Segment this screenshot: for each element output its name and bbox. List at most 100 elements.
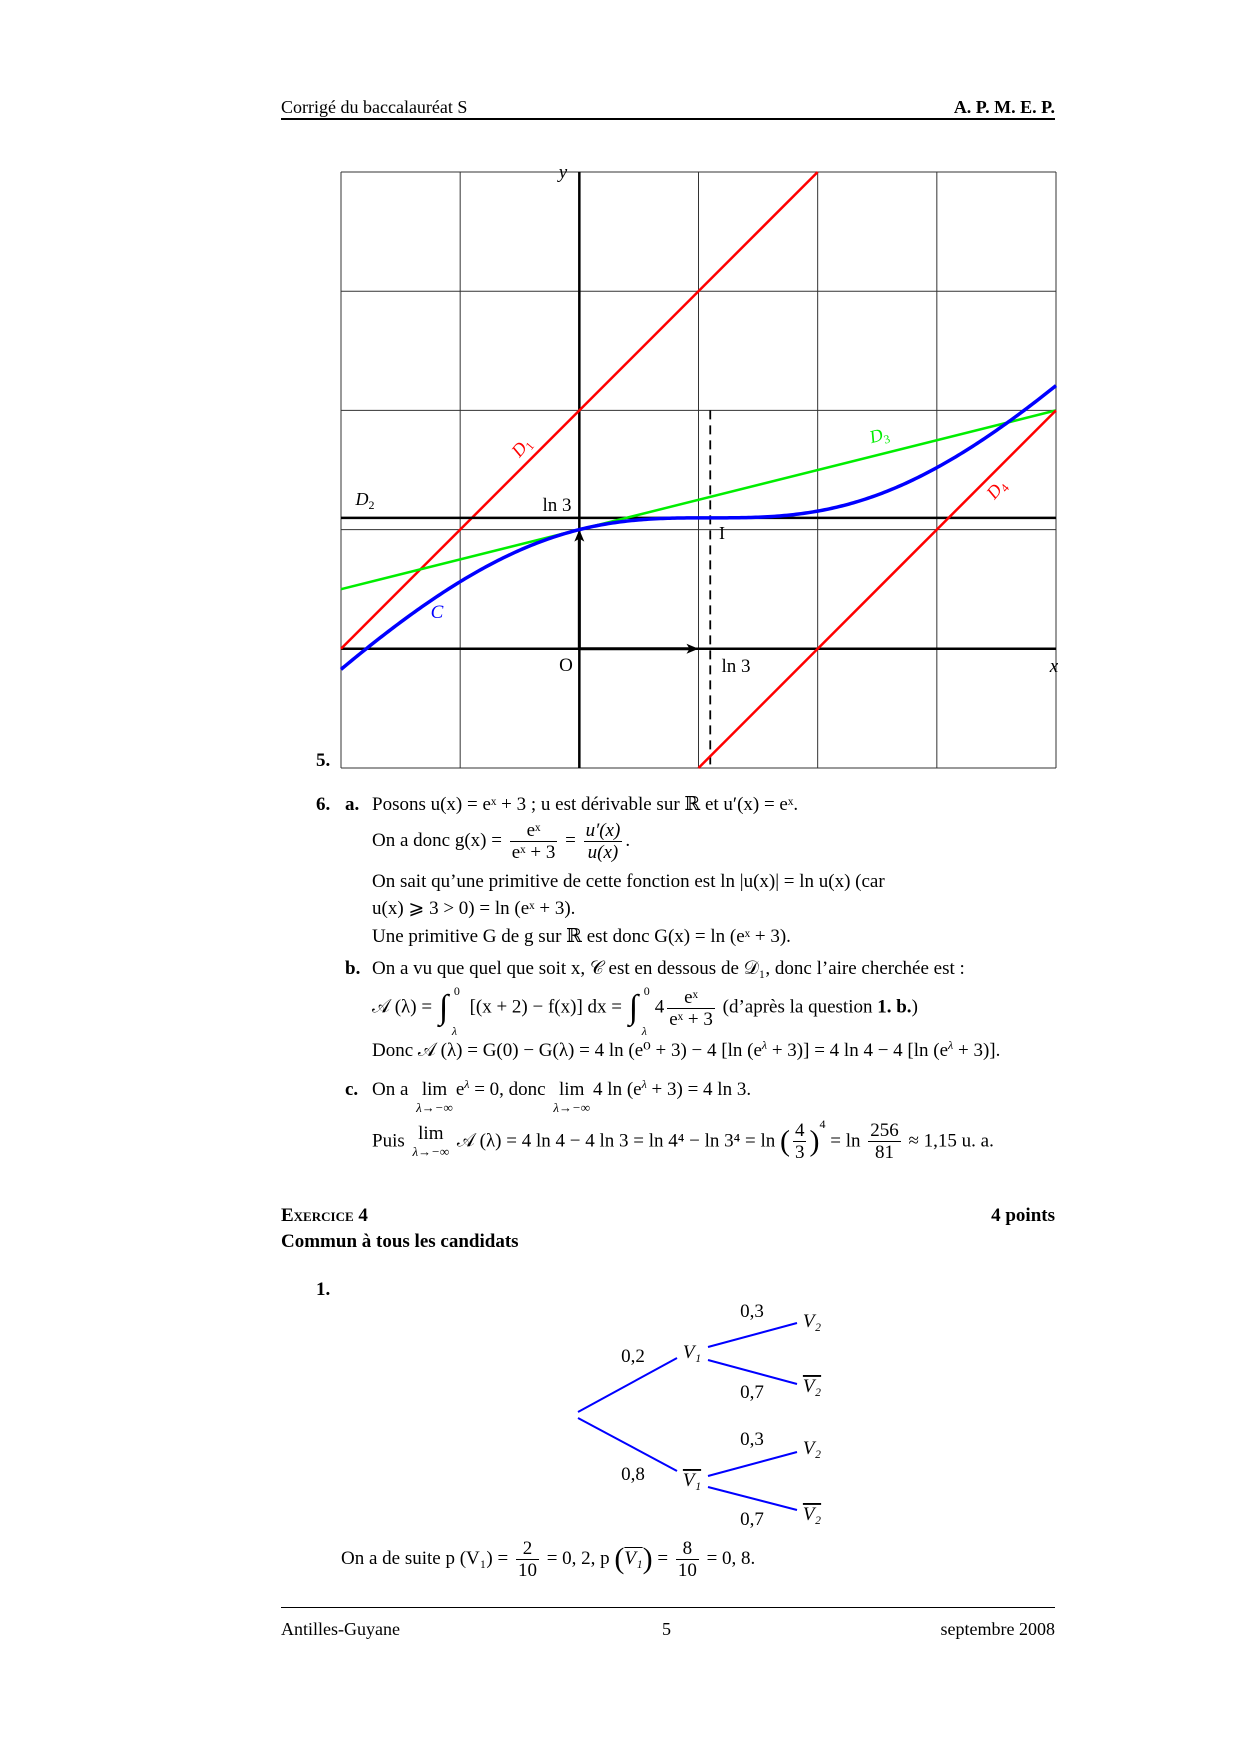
arrow-i-icon <box>686 643 699 654</box>
numerator: eˣ <box>667 987 715 1009</box>
line-d4 <box>697 409 1057 769</box>
text: = 0, 2, p <box>546 1547 610 1569</box>
line-d3 <box>340 409 1057 591</box>
denominator: 81 <box>874 1142 894 1163</box>
header-rule <box>281 118 1055 120</box>
x-axis-label: x <box>1049 656 1059 677</box>
prob-v1bar: 0,8 <box>621 1464 645 1485</box>
branch-v1-v2bar <box>707 1359 798 1385</box>
text: = 0, donc <box>469 1079 546 1100</box>
question-number-1: 1. <box>316 1279 331 1300</box>
text: Puis <box>372 1130 405 1152</box>
integral-sign: ∫ 0 λ <box>438 984 463 1038</box>
area-expression: 𝒜 (λ) = <box>372 996 433 1018</box>
fraction: eˣ eˣ + 3 <box>509 820 558 863</box>
text: = <box>657 1547 669 1569</box>
ln3-y-label: ln 3 <box>542 495 571 516</box>
inflection-point-label: I <box>719 523 725 543</box>
denominator: 3 <box>794 1142 805 1163</box>
fraction: 256 81 <box>868 1120 901 1163</box>
left-paren: ( <box>614 1541 625 1575</box>
q6b-line3: Donc 𝒜 (λ) = G(0) − G(λ) = 4 ln (e⁰ + 3)… <box>372 1038 1001 1062</box>
q6a-line5: Une primitive G de g sur ℝ est donc G(x)… <box>372 926 791 947</box>
exponent: 4 <box>819 1116 826 1131</box>
integral-sign: ∫ 0 λ <box>628 984 653 1038</box>
branch-v1 <box>577 1357 678 1413</box>
reference-text: (d’après la question <box>717 996 878 1018</box>
numerator: 4 <box>792 1120 807 1142</box>
numerator: 2 <box>515 1538 539 1560</box>
limit: lim λ→−∞ <box>553 1079 590 1115</box>
fraction: 8 10 <box>675 1538 699 1581</box>
text: Donc 𝒜 (λ) = G(0) − G(λ) = 4 ln (e⁰ + 3)… <box>372 1040 762 1061</box>
denominator: u(x) <box>587 842 619 863</box>
curve-c <box>339 384 1058 671</box>
lim-sub: λ→−∞ <box>416 1100 453 1115</box>
fraction: 2 10 <box>515 1538 539 1581</box>
numerator: u′(x) <box>583 820 623 842</box>
exponent: λ <box>948 1038 954 1052</box>
graph-lines <box>339 171 1058 769</box>
lim: lim <box>418 1122 444 1144</box>
fraction: eˣ eˣ + 3 <box>667 987 715 1030</box>
q6a-line2: On a donc g(x) = eˣ eˣ + 3 = u′(x) u(x). <box>372 820 630 863</box>
origin-label: O <box>559 655 573 676</box>
branch-v1bar-v2 <box>707 1451 798 1477</box>
lim: lim <box>421 1079 448 1100</box>
integral-upper: 0 <box>453 984 460 998</box>
text: + 3)]. <box>953 1040 1001 1061</box>
function-graph: y x O ln 3 ln 3 I D1 D2 D3 D4 C <box>339 162 1059 769</box>
curve-c-label: C <box>431 602 444 623</box>
prob-v2bar-given-v1bar: 0,7 <box>740 1509 764 1530</box>
limit: lim λ→−∞ <box>416 1079 453 1115</box>
text: e <box>455 1079 465 1100</box>
coefficient: 4 <box>654 996 665 1018</box>
integral-lower: λ <box>451 1024 458 1038</box>
integrand: [(x + 2) − f(x)] dx = <box>469 996 622 1018</box>
header-apmep: A. P. M. E. P. <box>953 97 1055 117</box>
node-v2bar: V₂ <box>803 1504 822 1525</box>
lim-sub: λ→−∞ <box>553 1100 591 1115</box>
footer-left: Antilles-Guyane <box>281 1619 400 1639</box>
text: = 0, 8. <box>706 1547 756 1569</box>
node-v1: V₁ <box>683 1342 701 1363</box>
integral-symbol: ∫ <box>628 989 639 1026</box>
denominator: eˣ + 3 <box>511 842 556 863</box>
exercise-title: Exercice 4 <box>281 1205 368 1226</box>
equals: = <box>565 829 576 851</box>
integral-upper: 0 <box>643 984 650 998</box>
reference-question: 1. b. <box>877 996 912 1018</box>
arrow-j-icon <box>574 529 585 542</box>
limit: lim λ→−∞ <box>413 1123 450 1159</box>
text: 4 ln (e <box>593 1079 642 1100</box>
prob-v2bar-given-v1: 0,7 <box>740 1382 764 1403</box>
part-c-label: c. <box>345 1079 359 1100</box>
branch-v1bar-v2bar <box>707 1486 798 1511</box>
text: = ln <box>830 1130 861 1152</box>
q6a-line1: Posons u(x) = eˣ + 3 ; u est dérivable s… <box>372 794 799 815</box>
integral-lower: λ <box>641 1024 647 1038</box>
denominator: 10 <box>677 1560 697 1581</box>
footer-rule <box>281 1607 1055 1608</box>
numerator: 8 <box>675 1538 699 1560</box>
exercise-points: 4 points <box>991 1205 1055 1226</box>
branch-v1bar <box>577 1417 678 1472</box>
text: 𝒜 (λ) = 4 ln 4 − 4 ln 3 = ln 4⁴ − ln 3⁴ … <box>456 1130 776 1152</box>
footer-right: septembre 2008 <box>940 1619 1055 1639</box>
period: . <box>625 829 631 851</box>
close-paren: ) <box>911 996 918 1018</box>
q6b-line2: 𝒜 (λ) = ∫ 0 λ [(x + 2) − f(x)] dx = ∫ 0 λ 4 eˣ… <box>372 984 918 1038</box>
q6b-line1: On a vu que quel que soit x, 𝒞 est en de… <box>372 958 965 979</box>
prob-v1: 0,2 <box>621 1346 645 1367</box>
node-v2: V₂ <box>803 1311 822 1332</box>
fraction: u′(x) u(x) <box>583 820 623 863</box>
integral-symbol: ∫ <box>438 989 449 1026</box>
part-b-label: b. <box>345 958 361 979</box>
exponent: λ <box>464 1077 470 1091</box>
final-probabilities: On a de suite p (V₁) = 2 10 = 0, 2, p (V₁… <box>341 1538 755 1581</box>
denominator: eˣ + 3 <box>669 1008 713 1030</box>
prob-v2-given-v1: 0,3 <box>740 1301 764 1322</box>
numerator: eˣ <box>509 820 558 842</box>
node-v2bar: V₂ <box>803 1376 822 1397</box>
lim-sub: λ→−∞ <box>412 1143 450 1159</box>
